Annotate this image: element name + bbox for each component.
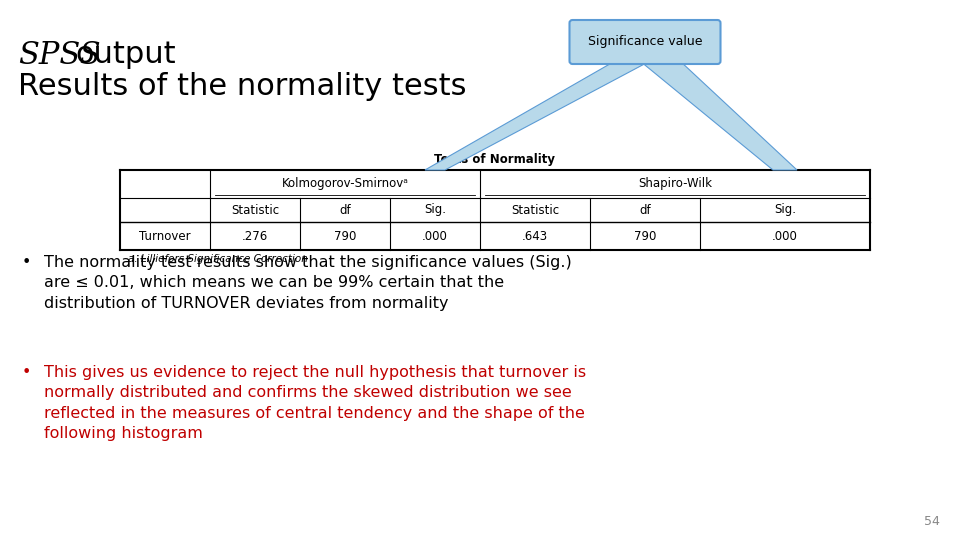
Polygon shape xyxy=(425,61,650,170)
Text: a. Lilliefors Significance Correction: a. Lilliefors Significance Correction xyxy=(128,254,308,264)
FancyBboxPatch shape xyxy=(569,20,721,64)
Text: .000: .000 xyxy=(422,230,448,242)
Text: Tests of Normality: Tests of Normality xyxy=(435,153,556,166)
Text: Turnover: Turnover xyxy=(139,230,191,242)
Text: 790: 790 xyxy=(334,230,356,242)
Text: Shapiro-Wilk: Shapiro-Wilk xyxy=(638,178,712,191)
Text: This gives us evidence to reject the null hypothesis that turnover is
normally d: This gives us evidence to reject the nul… xyxy=(44,365,587,441)
Text: df: df xyxy=(339,204,350,217)
Text: Statistic: Statistic xyxy=(231,204,279,217)
Text: .000: .000 xyxy=(772,230,798,242)
Text: .276: .276 xyxy=(242,230,268,242)
Polygon shape xyxy=(640,61,797,170)
Text: Sig.: Sig. xyxy=(774,204,796,217)
Text: Sig.: Sig. xyxy=(424,204,446,217)
Text: •: • xyxy=(22,255,32,270)
Text: SPSS: SPSS xyxy=(18,40,101,71)
Text: Significance value: Significance value xyxy=(588,36,703,49)
Text: Results of the normality tests: Results of the normality tests xyxy=(18,72,467,101)
Text: Kolmogorov-Smirnovᵃ: Kolmogorov-Smirnovᵃ xyxy=(281,178,408,191)
Text: Statistic: Statistic xyxy=(511,204,559,217)
Text: •: • xyxy=(22,365,32,380)
Text: output: output xyxy=(75,40,176,69)
Text: The normality test results show that the significance values (Sig.)
are ≤ 0.01, : The normality test results show that the… xyxy=(44,255,572,311)
Text: .643: .643 xyxy=(522,230,548,242)
Text: df: df xyxy=(639,204,651,217)
Text: 54: 54 xyxy=(924,515,940,528)
Text: 790: 790 xyxy=(634,230,657,242)
